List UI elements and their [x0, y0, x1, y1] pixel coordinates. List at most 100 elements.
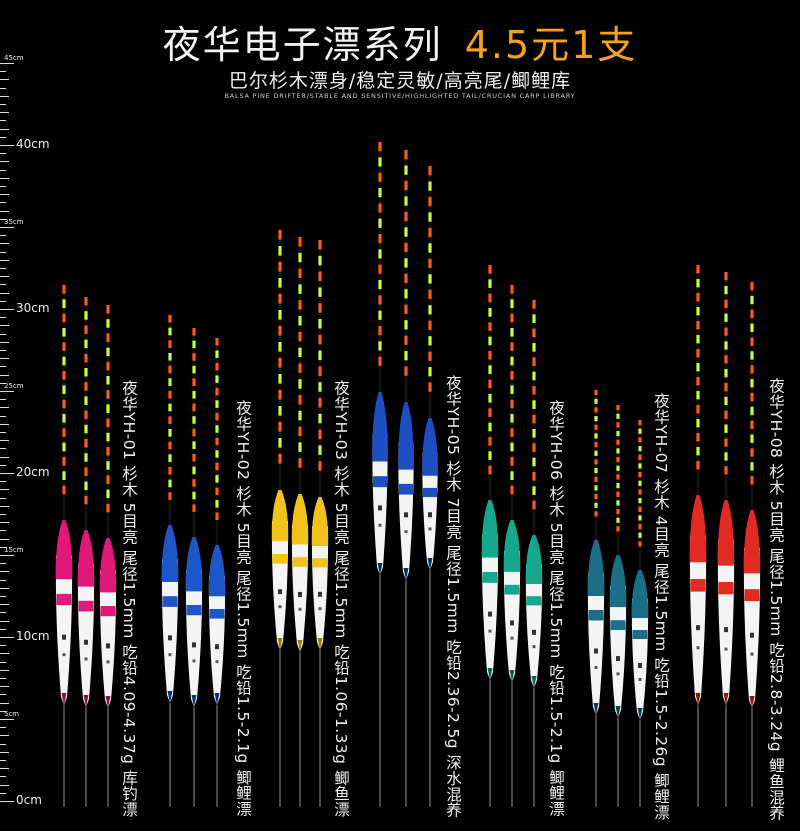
float-tail-segment: [298, 363, 302, 373]
ruler-tick: [0, 669, 9, 671]
float-body: [291, 524, 309, 652]
float-tail-segment: [378, 157, 382, 167]
ruler-tick: [0, 391, 14, 392]
float-tail-segment: [488, 279, 492, 288]
float-tail-segment: [696, 279, 700, 288]
float-tail-segment: [318, 398, 322, 408]
float-tail-segment: [168, 454, 172, 462]
ruler-tick: [0, 333, 6, 335]
float-tail-segment: [215, 362, 219, 371]
float-tail-segment: [318, 303, 322, 313]
float-logo-mark: [404, 530, 408, 534]
float-tail-segment: [62, 356, 66, 366]
ruler-tick: [0, 645, 6, 647]
float-tail-segment: [84, 481, 88, 491]
float-bottom-tip: [83, 695, 89, 707]
ruler-tick: [0, 432, 6, 433]
float-tail-segment: [696, 363, 700, 372]
ruler-tick: [0, 128, 9, 130]
float-tail-segment: [215, 425, 219, 433]
float-tail-segment: [84, 424, 88, 434]
float-tail-segment: [696, 335, 700, 344]
float-tail-segment: [378, 203, 382, 213]
float-bottom-tip: [509, 670, 515, 682]
float-tail-segment: [318, 382, 322, 392]
float-band: [162, 596, 178, 607]
float-logo-mark: [378, 505, 382, 511]
float-tail-segment: [215, 462, 219, 471]
float-body: [503, 551, 521, 682]
float-bottom-tip: [427, 558, 433, 570]
float-logo-mark: [638, 678, 642, 681]
float-tail-segment: [532, 371, 536, 381]
float-tail-segment: [488, 437, 492, 446]
float-logo-mark: [62, 653, 66, 657]
ruler-tick: [0, 259, 9, 261]
float-tail-segment: [638, 480, 642, 486]
float-tail-segment: [488, 322, 492, 331]
float-tail-segment: [278, 358, 282, 368]
ruler-tick: [0, 325, 9, 327]
float-tail-segment: [750, 420, 754, 429]
float-cap: [631, 570, 649, 618]
float-tail-segment: [378, 280, 382, 290]
ruler-label: 25cm: [4, 382, 24, 390]
ruler-tick: [0, 63, 14, 64]
product-label-yh-02: 夜华YH-02 杉木 5目亮 尾径1.5mm 吃铅1.5-2.1g 鲫鲤漂: [234, 400, 252, 817]
ruler-tick: [0, 710, 6, 712]
float-tail-segment: [318, 461, 322, 471]
ruler-tick: [0, 760, 6, 761]
float-tail-segment: [278, 454, 282, 464]
float-tail-segment: [428, 336, 432, 346]
float-tail-segment: [298, 331, 302, 342]
ruler-tick: [0, 71, 6, 73]
float-tail-segment: [594, 407, 598, 413]
ruler-tick: [0, 546, 6, 548]
float-tail-segment: [428, 166, 432, 176]
float-tail-segment: [428, 212, 432, 222]
float-tail-segment: [192, 479, 196, 487]
float-tail-segment: [750, 351, 754, 360]
float-band: [423, 487, 437, 498]
float-tail-segment: [638, 524, 642, 530]
float-tail-segment: [724, 313, 728, 322]
float-tail-segment: [638, 532, 642, 538]
ruler-tick: [0, 202, 6, 204]
ruler-label: 0cm: [16, 793, 42, 807]
float-tail-segment: [298, 237, 302, 247]
ruler-tick: [0, 227, 14, 228]
float-tail-segment: [488, 265, 492, 274]
float-yh-01-2: [77, 297, 95, 807]
float-tail-segment: [724, 466, 728, 475]
float-yh-08-2: [717, 272, 735, 807]
float-logo-mark: [510, 636, 514, 640]
float-bottom-tip: [105, 696, 111, 708]
ruler-tick: [0, 309, 14, 310]
ruler-tick: [0, 661, 6, 663]
float-tail-segment: [724, 382, 728, 392]
float-tail-segment: [616, 517, 620, 523]
float-tail-segment: [84, 368, 88, 377]
float-tail-segment: [616, 465, 620, 471]
float-logo-mark: [532, 645, 536, 649]
float-tail-segment: [106, 418, 110, 428]
ruler-label: 30cm: [16, 301, 50, 315]
float-tail-segment: [594, 476, 598, 482]
float-tail-segment: [192, 491, 196, 500]
float-bottom-tip: [615, 706, 621, 718]
ruler-tick: [0, 776, 6, 778]
ruler-tick: [0, 276, 9, 278]
float-tail-segment: [616, 413, 620, 419]
float-yh-07-2: [609, 405, 627, 807]
float-tail-segment: [616, 526, 620, 532]
float-tail-segment: [378, 142, 382, 152]
float-yh-06-1: [481, 265, 499, 807]
float-tail-segment: [298, 268, 302, 279]
float-tail-segment: [378, 249, 382, 259]
float-tail-segment: [278, 278, 282, 288]
ruler-tick: [0, 751, 9, 753]
ruler-tick: [0, 579, 6, 581]
ruler-tick: [0, 235, 6, 237]
float-body: [185, 569, 203, 707]
float-tail-segment: [510, 328, 514, 337]
